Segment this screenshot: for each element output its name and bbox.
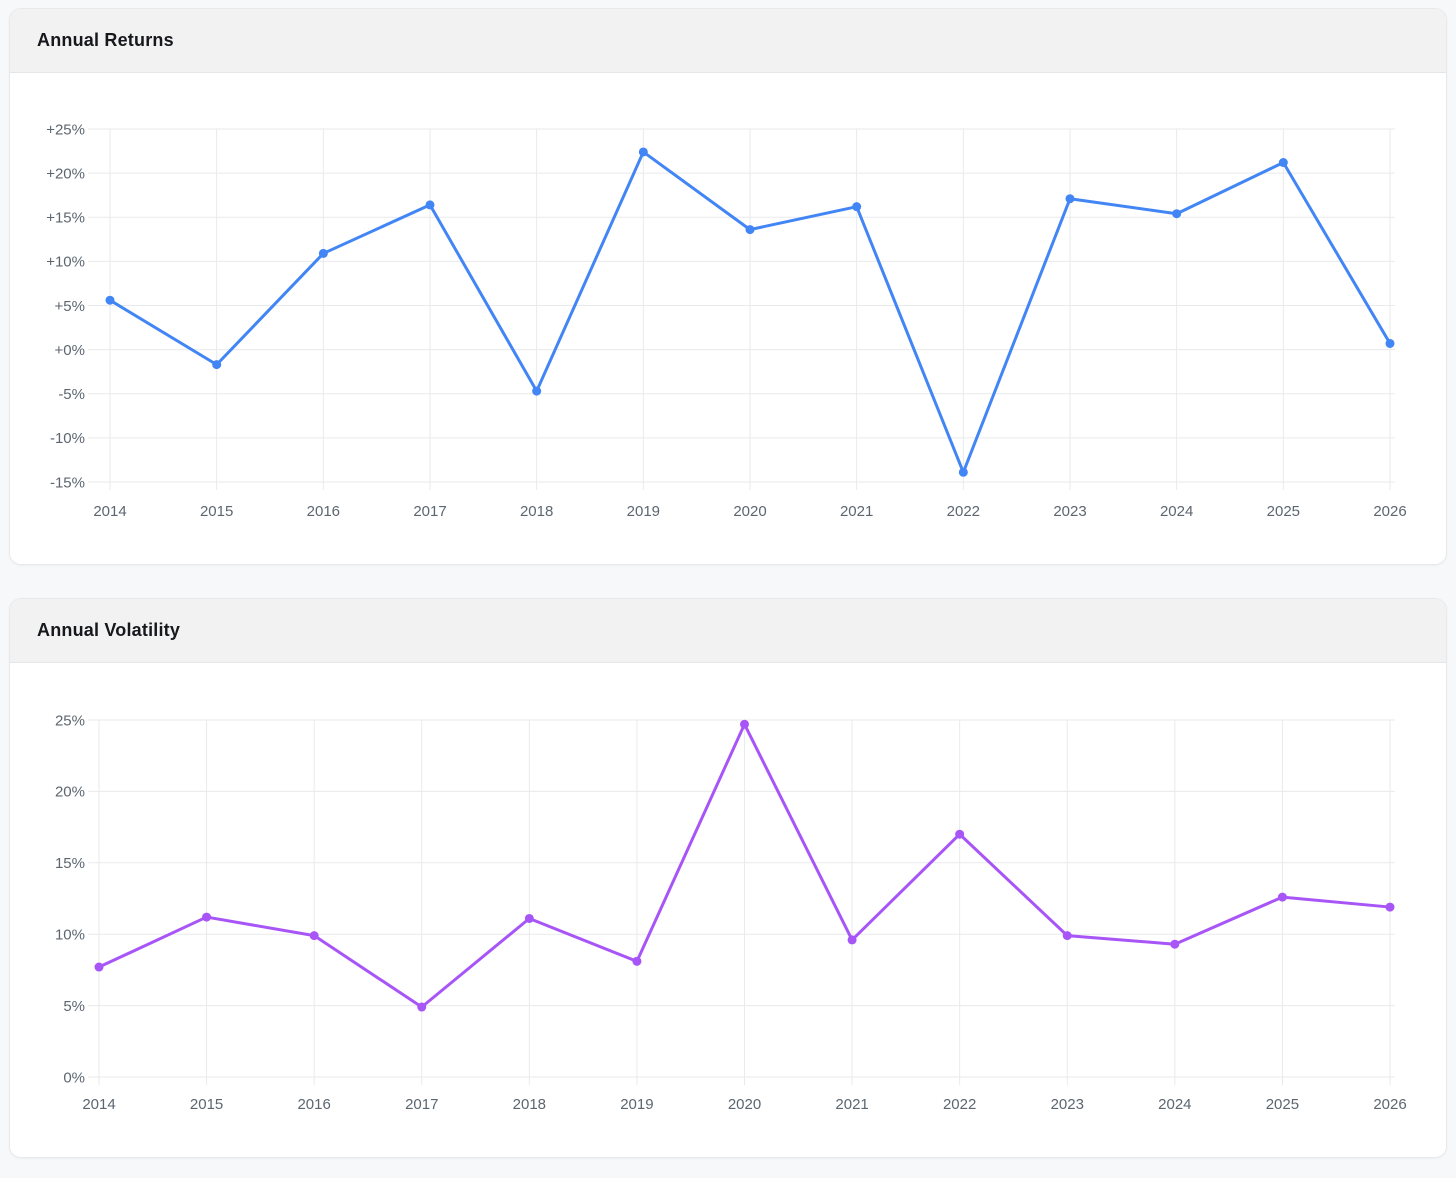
svg-text:2024: 2024 bbox=[1158, 1096, 1191, 1113]
svg-text:5%: 5% bbox=[63, 998, 85, 1015]
annual-volatility-chart-area: 25% 20% 15% 10% 5% 0% 2014 2015 2016 2017 2018 2019… bbox=[10, 663, 1446, 1157]
annual-returns-title: Annual Returns bbox=[37, 30, 174, 50]
svg-text:+15%: +15% bbox=[46, 210, 85, 227]
annual-volatility-chart[interactable]: 25% 20% 15% 10% 5% 0% 2014 2015 2016 2017 2018 2019… bbox=[10, 663, 1446, 1155]
svg-text:+0%: +0% bbox=[55, 342, 85, 359]
svg-text:-10%: -10% bbox=[50, 430, 85, 447]
svg-text:2024: 2024 bbox=[1160, 503, 1193, 520]
svg-text:2021: 2021 bbox=[840, 503, 873, 520]
annual-returns-header: Annual Returns bbox=[10, 9, 1446, 73]
svg-text:2015: 2015 bbox=[190, 1096, 223, 1113]
svg-text:2018: 2018 bbox=[513, 1096, 546, 1113]
svg-text:25%: 25% bbox=[55, 712, 85, 729]
svg-text:2022: 2022 bbox=[947, 503, 980, 520]
svg-text:20%: 20% bbox=[55, 784, 85, 801]
annual-volatility-title: Annual Volatility bbox=[37, 620, 181, 640]
svg-text:+20%: +20% bbox=[46, 165, 85, 182]
svg-text:2019: 2019 bbox=[627, 503, 660, 520]
svg-text:-15%: -15% bbox=[50, 474, 85, 491]
svg-text:2026: 2026 bbox=[1373, 1096, 1406, 1113]
svg-text:2016: 2016 bbox=[307, 503, 340, 520]
svg-text:0%: 0% bbox=[63, 1069, 85, 1086]
svg-text:2025: 2025 bbox=[1266, 1096, 1299, 1113]
svg-text:2014: 2014 bbox=[82, 1096, 115, 1113]
annual-returns-chart-area: +25% +20% +15% +10% +5% +0% -5% -10% -15% 2014 201… bbox=[10, 73, 1446, 564]
svg-text:2015: 2015 bbox=[200, 503, 233, 520]
svg-text:10%: 10% bbox=[55, 926, 85, 943]
svg-text:2021: 2021 bbox=[835, 1096, 868, 1113]
svg-text:+25%: +25% bbox=[46, 121, 85, 138]
svg-text:2020: 2020 bbox=[733, 503, 766, 520]
svg-text:2017: 2017 bbox=[413, 503, 446, 520]
svg-text:+5%: +5% bbox=[55, 298, 85, 315]
svg-text:2023: 2023 bbox=[1051, 1096, 1084, 1113]
annual-returns-chart[interactable]: +25% +20% +15% +10% +5% +0% -5% -10% -15% 2014 201… bbox=[10, 73, 1446, 562]
svg-text:2022: 2022 bbox=[943, 1096, 976, 1113]
svg-text:2014: 2014 bbox=[93, 503, 126, 520]
svg-text:2018: 2018 bbox=[520, 503, 553, 520]
svg-text:2025: 2025 bbox=[1267, 503, 1300, 520]
annual-volatility-card: Annual Volatility 25% 20% 15% 10% 5% 0% 2014 20… bbox=[9, 598, 1447, 1158]
svg-text:15%: 15% bbox=[55, 855, 85, 872]
svg-text:-5%: -5% bbox=[58, 386, 85, 403]
svg-text:2026: 2026 bbox=[1373, 503, 1406, 520]
svg-text:2017: 2017 bbox=[405, 1096, 438, 1113]
svg-text:2020: 2020 bbox=[728, 1096, 761, 1113]
svg-text:2023: 2023 bbox=[1053, 503, 1086, 520]
annual-returns-card: Annual Returns +25% +20% +15% +10% +5% +0% -5%… bbox=[9, 8, 1447, 565]
svg-text:2016: 2016 bbox=[297, 1096, 330, 1113]
svg-text:2019: 2019 bbox=[620, 1096, 653, 1113]
svg-text:+10%: +10% bbox=[46, 254, 85, 271]
annual-volatility-header: Annual Volatility bbox=[10, 599, 1446, 663]
